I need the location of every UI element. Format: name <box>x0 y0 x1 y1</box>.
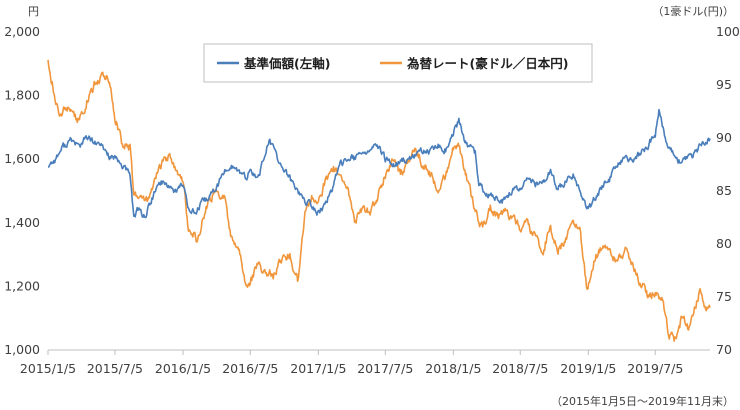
right-tick-label: 95 <box>716 77 732 92</box>
legend-label-fx: 為替レート(豪ドル／日本円) <box>406 56 568 71</box>
left-tick-label: 1,400 <box>4 215 40 230</box>
x-tick-label: 2016/7/5 <box>222 361 278 376</box>
left-tick-label: 1,600 <box>4 151 40 166</box>
left-tick-label: 1,000 <box>4 342 40 357</box>
series-line-nav <box>47 108 711 219</box>
x-tick-label: 2019/7/5 <box>627 361 683 376</box>
right-tick-label: 85 <box>716 183 732 198</box>
right-axis-ticks: 70 75 80 85 90 95 100 <box>716 24 740 357</box>
period-note: （2015年1月5日～2019年11月末） <box>551 394 734 408</box>
right-tick-label: 75 <box>716 289 732 304</box>
left-axis-unit: 円 <box>28 5 39 18</box>
right-axis-unit: （1豪ドル(円)） <box>652 4 734 18</box>
right-tick-label: 80 <box>716 236 732 251</box>
right-tick-label: 100 <box>716 24 740 39</box>
left-axis-ticks: 1,000 1,200 1,400 1,600 1,800 2,000 <box>4 24 40 357</box>
left-tick-label: 2,000 <box>4 24 40 39</box>
right-tick-label: 70 <box>716 342 732 357</box>
legend-label-nav: 基準価額(左軸) <box>243 56 330 71</box>
x-tick-label: 2017/1/5 <box>290 361 346 376</box>
legend: 基準価額(左軸) 為替レート(豪ドル／日本円) <box>203 43 593 83</box>
x-tick-label: 2019/1/5 <box>560 361 616 376</box>
left-tick-label: 1,200 <box>4 278 40 293</box>
x-tick-label: 2015/7/5 <box>87 361 143 376</box>
left-tick-label: 1,800 <box>4 88 40 103</box>
series-layer <box>47 59 711 342</box>
x-axis-ticks: 2015/1/5 2015/7/5 2016/1/5 2016/7/5 2017/1/5… <box>20 350 683 376</box>
x-tick-label: 2016/1/5 <box>155 361 211 376</box>
right-tick-label: 90 <box>716 130 732 145</box>
x-tick-label: 2015/1/5 <box>20 361 76 376</box>
x-tick-label: 2018/7/5 <box>492 361 548 376</box>
x-tick-label: 2018/1/5 <box>425 361 481 376</box>
series-line-fx <box>47 59 711 342</box>
x-tick-label: 2017/7/5 <box>357 361 413 376</box>
